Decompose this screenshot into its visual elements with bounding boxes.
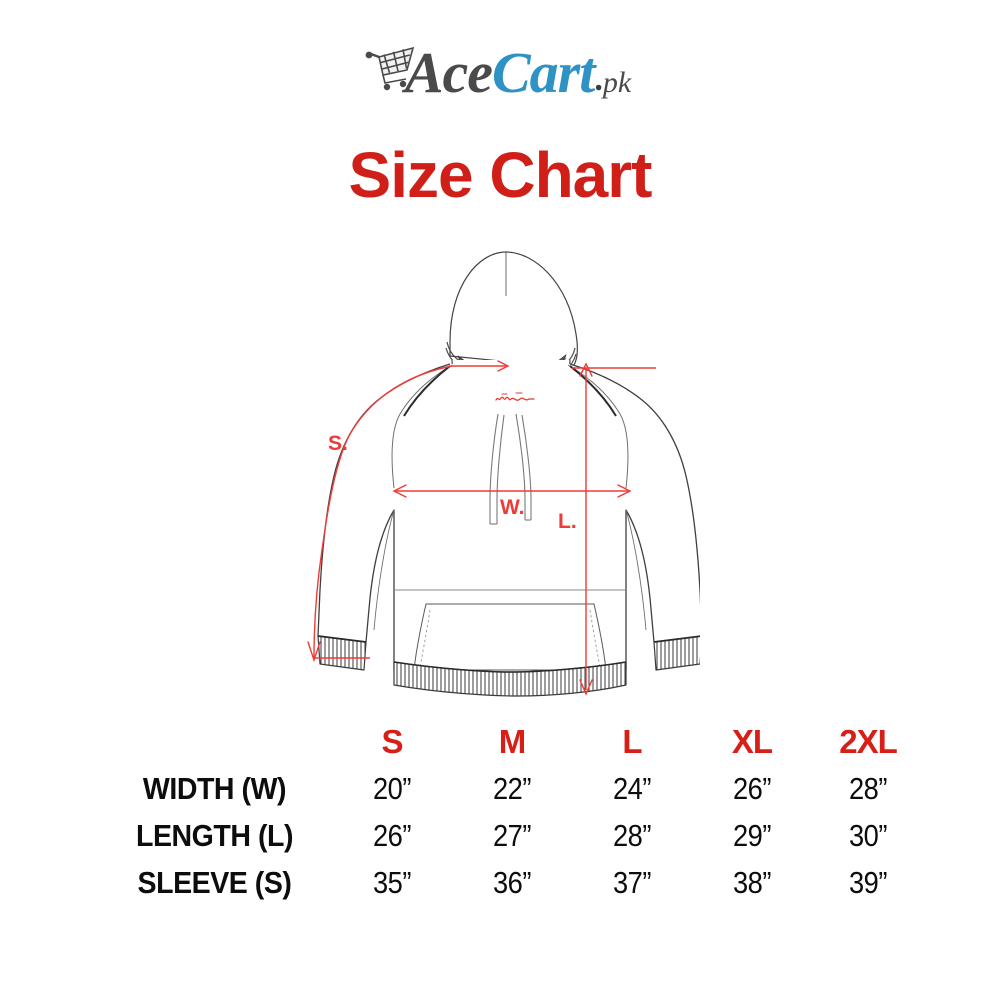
table-row: WIDTH (W) 20” 22” 24” 26” 28” [97, 765, 924, 812]
sleeve-measure-label: S. [328, 432, 348, 455]
length-measure-label: L. [558, 510, 577, 533]
width-measure-label: W. [500, 496, 525, 519]
table-row: LENGTH (L) 26” 27” 28” 29” 30” [97, 812, 924, 859]
hoodie-technical-drawing: S. W. L. [300, 238, 700, 703]
column-header-l: L [622, 722, 642, 760]
cell-sleeve-2xl: 39” [848, 864, 888, 900]
brand-dot: . [594, 61, 603, 98]
cell-width-l: 24” [612, 770, 652, 806]
cell-sleeve-s: 35” [372, 864, 412, 900]
brand-word-cart: Cart [491, 40, 595, 105]
table-row: SLEEVE (S) 35” 36” 37” 38” 39” [97, 859, 924, 906]
row-label-sleeve: SLEEVE (S) [137, 864, 292, 900]
size-chart-table: S M L XL 2XL WIDTH (W) 20” 22” 24” 26” 2… [97, 718, 924, 906]
column-header-m: M [498, 722, 527, 760]
cell-length-xl: 29” [732, 817, 772, 853]
sleeve-arrow-head [307, 641, 321, 663]
cell-sleeve-m: 36” [492, 864, 532, 900]
cell-sleeve-l: 37” [612, 864, 652, 900]
page-title: Size Chart [348, 139, 653, 211]
row-label-width: WIDTH (W) [142, 770, 287, 806]
brand-tld-pk: pk [602, 66, 632, 99]
cell-length-2xl: 30” [848, 817, 888, 853]
cell-width-xl: 26” [732, 770, 772, 806]
brand-word-ace: Ace [404, 40, 493, 105]
cell-width-m: 22” [492, 770, 532, 806]
row-label-length: LENGTH (L) [135, 817, 293, 853]
cell-length-m: 27” [492, 817, 532, 853]
brand-logo: Ace Cart . pk [0, 44, 1000, 124]
cell-length-s: 26” [372, 817, 412, 853]
table-corner-cell [97, 718, 332, 765]
sleeve-measure-line [313, 365, 453, 659]
cell-width-2xl: 28” [848, 770, 888, 806]
column-header-s: S [381, 722, 403, 760]
column-header-2xl: 2XL [839, 722, 898, 760]
collar-script-logo [495, 392, 535, 401]
cell-width-s: 20” [372, 770, 412, 806]
cell-sleeve-xl: 38” [732, 864, 772, 900]
cell-length-l: 28” [612, 817, 652, 853]
shopping-cart-icon [363, 46, 419, 92]
column-header-xl: XL [731, 722, 773, 760]
table-header-row: S M L XL 2XL [97, 718, 924, 765]
